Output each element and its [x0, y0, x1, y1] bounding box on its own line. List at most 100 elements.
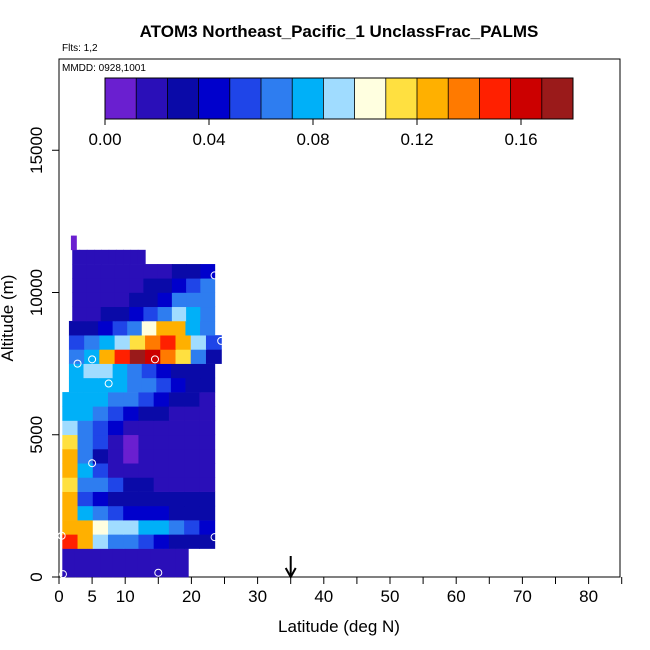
sample-point [217, 336, 226, 345]
heatmap-cell [138, 406, 155, 421]
heatmap-cell [184, 406, 200, 421]
heatmap-cell [114, 335, 131, 350]
colorbar-segment [167, 78, 200, 119]
heatmap-cell [77, 392, 94, 407]
heatmap-cell [100, 278, 116, 293]
heatmap-cell [107, 448, 124, 464]
heatmap-cell [129, 335, 146, 350]
heatmap-cell [107, 520, 124, 535]
heatmap-cell [200, 306, 216, 322]
sample-point [57, 531, 66, 540]
heatmap-cell [101, 249, 110, 265]
heatmap-cell [62, 392, 79, 407]
heatmap-cell [98, 320, 114, 336]
heatmap-cell [86, 264, 102, 279]
heatmap-cell [62, 406, 79, 421]
heatmap-cell [153, 434, 170, 450]
heatmap-cell [153, 463, 170, 478]
colorbar-segment [261, 78, 293, 119]
heatmap-cell [99, 335, 116, 350]
colorbar-frame [104, 77, 574, 120]
heatmap-cell [138, 505, 155, 521]
x-tick-label: 20 [182, 587, 201, 606]
heatmap-cell [162, 548, 177, 578]
heatmap-cell [92, 520, 109, 535]
heatmap-cell [170, 320, 187, 336]
heatmap-cell [77, 520, 94, 535]
heatmap-cell [138, 534, 155, 549]
heatmap-cell [199, 392, 216, 407]
heatmap-cell [83, 320, 99, 336]
heatmap-cell [123, 534, 140, 549]
heatmap-cell [86, 278, 102, 293]
heatmap-cell [92, 463, 109, 478]
heatmap-cell [92, 420, 109, 436]
heatmap-cell [107, 392, 124, 407]
heatmap-cell [77, 420, 94, 436]
heatmap-cell [62, 463, 79, 478]
heatmap-cell [184, 448, 200, 464]
heatmap-cell [87, 548, 101, 578]
heatmap-cell [200, 320, 216, 336]
x-tick-label: 60 [447, 587, 466, 606]
heatmap-cell [68, 363, 85, 379]
heatmap-cell [141, 377, 157, 393]
heatmap-cell [100, 264, 116, 279]
chart-title: ATOM3 Northeast_Pacific_1 UnclassFrac_PA… [140, 22, 539, 41]
heatmap-cell [123, 420, 140, 436]
x-axis-label: Latitude (deg N) [278, 617, 400, 636]
heatmap-cell [112, 363, 128, 379]
heatmap-cell [107, 534, 124, 549]
heatmap-cell [143, 292, 159, 308]
heatmap-cell [200, 363, 216, 379]
heatmap-cell [86, 249, 95, 265]
heatmap-cell [138, 420, 155, 436]
y-tick-label: 10000 [27, 269, 46, 316]
colorbar-segment [417, 78, 449, 119]
sample-points [57, 271, 226, 579]
heatmap-cell [62, 448, 79, 464]
x-tick-label: 0 [54, 587, 63, 606]
heatmap-cell [73, 235, 77, 251]
colorbar-segment [385, 78, 418, 119]
sample-point [58, 570, 67, 579]
heatmap-cell [156, 363, 172, 379]
colorbar-tick-label: 0.16 [504, 130, 537, 149]
heatmap-cell [168, 520, 185, 535]
heatmap-cell [72, 292, 88, 308]
heatmap-cell [199, 520, 216, 535]
heatmap-cell [145, 335, 161, 350]
heatmap-cell [199, 505, 216, 521]
heatmap-cell [137, 249, 146, 265]
heatmap-cell [153, 448, 170, 464]
heatmap-cell [184, 434, 200, 450]
heatmap-cell [185, 377, 201, 393]
heatmap-cell [62, 548, 76, 578]
heatmap-cell [77, 406, 94, 421]
heatmap-cell [186, 306, 201, 322]
heatmap-cell [199, 406, 216, 421]
heatmap-cell [153, 534, 170, 549]
heatmap-cell [153, 477, 170, 492]
heatmap-cell [70, 235, 75, 251]
heatmap-cell [114, 264, 130, 279]
heatmap-cell [62, 434, 79, 450]
x-axis: 0 5 10 20 30 40 50 60 70 80 [54, 577, 623, 606]
heatmap-cell [184, 477, 200, 492]
x-tick-label: 80 [579, 587, 598, 606]
plot-frame [58, 58, 621, 578]
marker-arrow-head [284, 567, 297, 580]
heatmap-cell [77, 434, 94, 450]
heatmap-cell [123, 434, 140, 450]
heatmap-cell [199, 477, 216, 492]
heatmap-cell [168, 448, 185, 464]
heatmap-cell [107, 463, 124, 478]
heatmap-cell [199, 448, 216, 464]
heatmap-cell [62, 477, 79, 492]
heatmap-cell [68, 377, 85, 393]
heatmap-cell [157, 264, 173, 279]
sample-point [88, 355, 97, 364]
heatmap-cell [171, 292, 187, 308]
y-tick-label: 5000 [27, 416, 46, 454]
heatmap-cell [77, 534, 94, 549]
